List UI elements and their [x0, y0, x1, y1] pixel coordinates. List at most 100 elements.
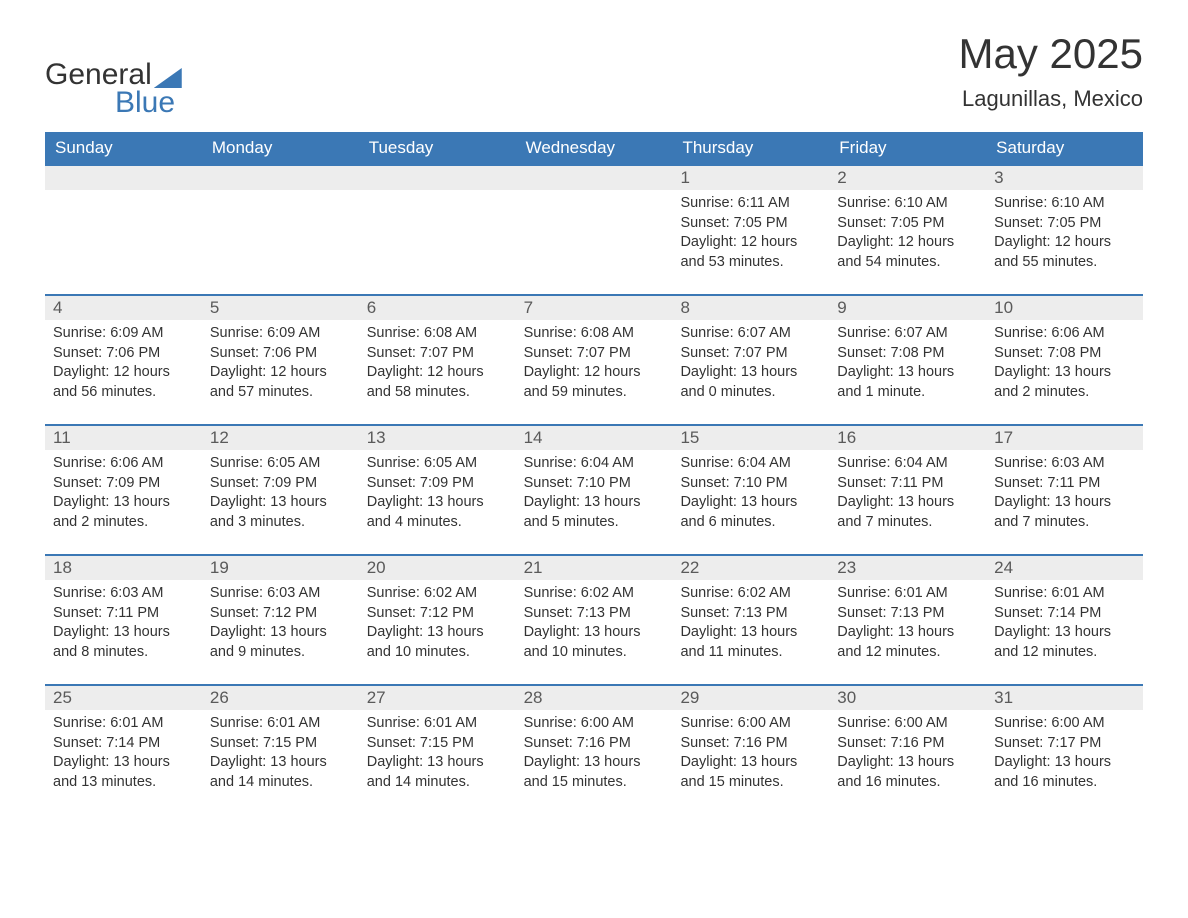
- day-cell: 27Sunrise: 6:01 AMSunset: 7:15 PMDayligh…: [359, 686, 516, 814]
- sunrise-line: Sunrise: 6:08 AM: [367, 324, 508, 344]
- dow-cell: Thursday: [672, 132, 829, 164]
- day-cell: 4Sunrise: 6:09 AMSunset: 7:06 PMDaylight…: [45, 296, 202, 424]
- daylight-line: Daylight: 13 hours and 6 minutes.: [680, 493, 821, 532]
- brand-triangle-icon: [154, 68, 182, 88]
- header: General Blue May 2025 Lagunillas, Mexico: [45, 30, 1143, 120]
- day-body: Sunrise: 6:05 AMSunset: 7:09 PMDaylight:…: [202, 450, 359, 540]
- sunrise-line: Sunrise: 6:03 AM: [53, 584, 194, 604]
- weeks-container: 1Sunrise: 6:11 AMSunset: 7:05 PMDaylight…: [45, 164, 1143, 814]
- day-cell: 29Sunrise: 6:00 AMSunset: 7:16 PMDayligh…: [672, 686, 829, 814]
- day-cell: 8Sunrise: 6:07 AMSunset: 7:07 PMDaylight…: [672, 296, 829, 424]
- sunset-line: Sunset: 7:16 PM: [837, 734, 978, 754]
- day-cell: 23Sunrise: 6:01 AMSunset: 7:13 PMDayligh…: [829, 556, 986, 684]
- sunset-line: Sunset: 7:11 PM: [994, 474, 1135, 494]
- brand-logo-top: General: [45, 58, 182, 92]
- day-cell: 28Sunrise: 6:00 AMSunset: 7:16 PMDayligh…: [516, 686, 673, 814]
- day-cell: 30Sunrise: 6:00 AMSunset: 7:16 PMDayligh…: [829, 686, 986, 814]
- daylight-line: Daylight: 13 hours and 15 minutes.: [524, 753, 665, 792]
- daylight-line: Daylight: 13 hours and 11 minutes.: [680, 623, 821, 662]
- day-number: 23: [829, 556, 986, 580]
- day-body: Sunrise: 6:04 AMSunset: 7:10 PMDaylight:…: [672, 450, 829, 540]
- day-number: 28: [516, 686, 673, 710]
- daylight-line: Daylight: 13 hours and 16 minutes.: [994, 753, 1135, 792]
- sunset-line: Sunset: 7:05 PM: [680, 214, 821, 234]
- day-cell: 25Sunrise: 6:01 AMSunset: 7:14 PMDayligh…: [45, 686, 202, 814]
- daylight-line: Daylight: 12 hours and 53 minutes.: [680, 233, 821, 272]
- sunrise-line: Sunrise: 6:00 AM: [837, 714, 978, 734]
- sunset-line: Sunset: 7:08 PM: [837, 344, 978, 364]
- day-body: Sunrise: 6:00 AMSunset: 7:16 PMDaylight:…: [672, 710, 829, 800]
- day-cell: 16Sunrise: 6:04 AMSunset: 7:11 PMDayligh…: [829, 426, 986, 554]
- day-cell: [202, 166, 359, 294]
- sunrise-line: Sunrise: 6:02 AM: [367, 584, 508, 604]
- location-label: Lagunillas, Mexico: [959, 86, 1143, 112]
- sunset-line: Sunset: 7:14 PM: [994, 604, 1135, 624]
- day-cell: 12Sunrise: 6:05 AMSunset: 7:09 PMDayligh…: [202, 426, 359, 554]
- day-number: 14: [516, 426, 673, 450]
- sunrise-line: Sunrise: 6:04 AM: [837, 454, 978, 474]
- daylight-line: Daylight: 13 hours and 9 minutes.: [210, 623, 351, 662]
- sunset-line: Sunset: 7:14 PM: [53, 734, 194, 754]
- sunset-line: Sunset: 7:16 PM: [524, 734, 665, 754]
- sunrise-line: Sunrise: 6:10 AM: [837, 194, 978, 214]
- sunrise-line: Sunrise: 6:03 AM: [994, 454, 1135, 474]
- empty-day-header: [202, 166, 359, 190]
- empty-day-header: [359, 166, 516, 190]
- day-body: Sunrise: 6:10 AMSunset: 7:05 PMDaylight:…: [986, 190, 1143, 280]
- daylight-line: Daylight: 13 hours and 5 minutes.: [524, 493, 665, 532]
- day-body: Sunrise: 6:03 AMSunset: 7:12 PMDaylight:…: [202, 580, 359, 670]
- day-body: Sunrise: 6:01 AMSunset: 7:15 PMDaylight:…: [359, 710, 516, 800]
- sunrise-line: Sunrise: 6:09 AM: [210, 324, 351, 344]
- day-cell: 1Sunrise: 6:11 AMSunset: 7:05 PMDaylight…: [672, 166, 829, 294]
- sunset-line: Sunset: 7:08 PM: [994, 344, 1135, 364]
- sunrise-line: Sunrise: 6:08 AM: [524, 324, 665, 344]
- day-cell: 20Sunrise: 6:02 AMSunset: 7:12 PMDayligh…: [359, 556, 516, 684]
- day-body: Sunrise: 6:04 AMSunset: 7:10 PMDaylight:…: [516, 450, 673, 540]
- sunset-line: Sunset: 7:13 PM: [524, 604, 665, 624]
- day-body: Sunrise: 6:01 AMSunset: 7:14 PMDaylight:…: [45, 710, 202, 800]
- day-number: 30: [829, 686, 986, 710]
- sunrise-line: Sunrise: 6:09 AM: [53, 324, 194, 344]
- day-body: Sunrise: 6:02 AMSunset: 7:13 PMDaylight:…: [672, 580, 829, 670]
- day-body: Sunrise: 6:01 AMSunset: 7:14 PMDaylight:…: [986, 580, 1143, 670]
- sunset-line: Sunset: 7:11 PM: [837, 474, 978, 494]
- daylight-line: Daylight: 13 hours and 7 minutes.: [837, 493, 978, 532]
- day-number: 15: [672, 426, 829, 450]
- day-number: 19: [202, 556, 359, 580]
- day-cell: [516, 166, 673, 294]
- day-cell: 26Sunrise: 6:01 AMSunset: 7:15 PMDayligh…: [202, 686, 359, 814]
- sunrise-line: Sunrise: 6:01 AM: [994, 584, 1135, 604]
- daylight-line: Daylight: 13 hours and 0 minutes.: [680, 363, 821, 402]
- day-body: Sunrise: 6:03 AMSunset: 7:11 PMDaylight:…: [986, 450, 1143, 540]
- day-number: 6: [359, 296, 516, 320]
- day-cell: 5Sunrise: 6:09 AMSunset: 7:06 PMDaylight…: [202, 296, 359, 424]
- sunrise-line: Sunrise: 6:02 AM: [524, 584, 665, 604]
- day-cell: 14Sunrise: 6:04 AMSunset: 7:10 PMDayligh…: [516, 426, 673, 554]
- sunset-line: Sunset: 7:10 PM: [524, 474, 665, 494]
- day-cell: 2Sunrise: 6:10 AMSunset: 7:05 PMDaylight…: [829, 166, 986, 294]
- day-body: Sunrise: 6:02 AMSunset: 7:12 PMDaylight:…: [359, 580, 516, 670]
- day-cell: [45, 166, 202, 294]
- sunset-line: Sunset: 7:07 PM: [524, 344, 665, 364]
- day-number: 9: [829, 296, 986, 320]
- daylight-line: Daylight: 12 hours and 58 minutes.: [367, 363, 508, 402]
- sunset-line: Sunset: 7:09 PM: [53, 474, 194, 494]
- day-number: 18: [45, 556, 202, 580]
- sunset-line: Sunset: 7:11 PM: [53, 604, 194, 624]
- sunset-line: Sunset: 7:15 PM: [210, 734, 351, 754]
- day-number: 1: [672, 166, 829, 190]
- title-block: May 2025 Lagunillas, Mexico: [959, 30, 1143, 112]
- sunrise-line: Sunrise: 6:05 AM: [367, 454, 508, 474]
- calendar: SundayMondayTuesdayWednesdayThursdayFrid…: [45, 132, 1143, 814]
- sunset-line: Sunset: 7:13 PM: [837, 604, 978, 624]
- daylight-line: Daylight: 13 hours and 3 minutes.: [210, 493, 351, 532]
- daylight-line: Daylight: 13 hours and 14 minutes.: [367, 753, 508, 792]
- brand-logo: General Blue: [45, 30, 182, 120]
- daylight-line: Daylight: 13 hours and 10 minutes.: [367, 623, 508, 662]
- day-body: Sunrise: 6:00 AMSunset: 7:17 PMDaylight:…: [986, 710, 1143, 800]
- day-body: Sunrise: 6:09 AMSunset: 7:06 PMDaylight:…: [202, 320, 359, 410]
- day-body: Sunrise: 6:08 AMSunset: 7:07 PMDaylight:…: [516, 320, 673, 410]
- day-number: 7: [516, 296, 673, 320]
- daylight-line: Daylight: 12 hours and 59 minutes.: [524, 363, 665, 402]
- day-body: Sunrise: 6:09 AMSunset: 7:06 PMDaylight:…: [45, 320, 202, 410]
